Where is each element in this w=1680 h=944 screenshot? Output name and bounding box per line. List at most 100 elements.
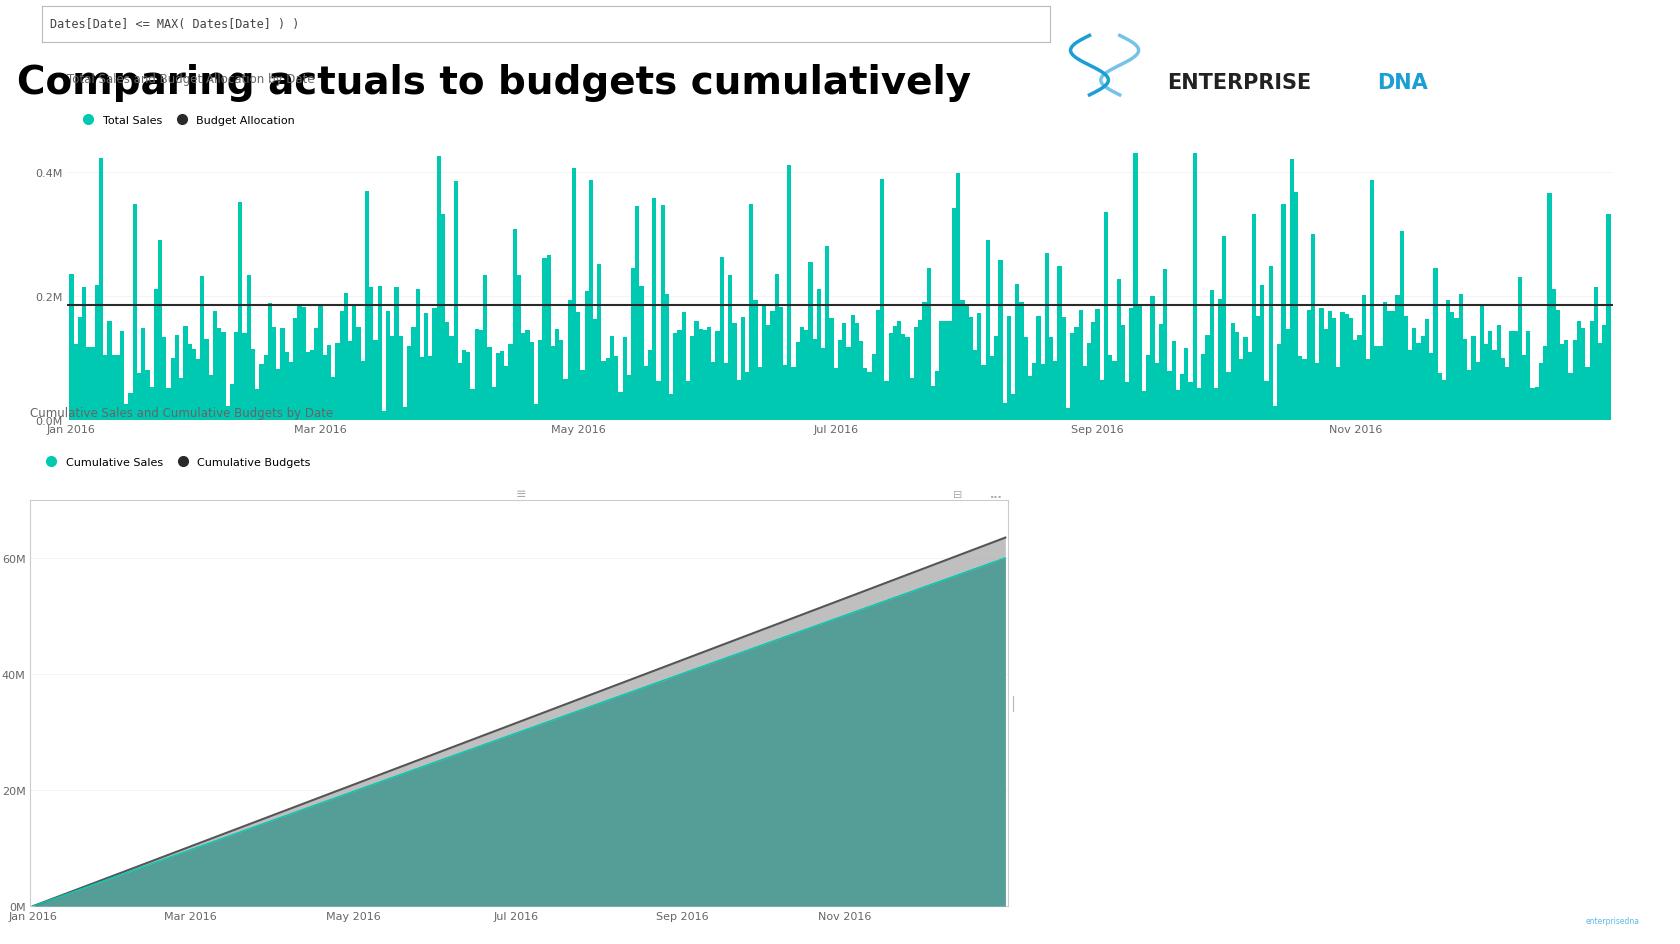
Bar [1458,295,1463,420]
Bar [1205,335,1210,420]
Bar [470,390,475,420]
Bar [255,390,259,420]
Bar [889,334,892,420]
Bar [1171,342,1176,420]
Bar [1324,329,1327,420]
Bar [234,333,239,420]
Bar [969,317,973,420]
Bar [758,367,761,420]
Bar [1302,360,1307,420]
Bar [239,202,242,420]
Legend: Cumulative Sales, Cumulative Budgets: Cumulative Sales, Cumulative Budgets [35,453,316,472]
Bar [568,301,571,420]
Bar [593,320,596,420]
Bar [272,328,276,420]
Bar [1472,337,1475,420]
Bar [1467,370,1472,420]
Bar [1032,364,1037,420]
Bar [1023,337,1028,420]
Bar [247,276,250,420]
Bar [956,174,961,420]
Bar [1243,337,1248,420]
Bar [77,317,82,420]
Bar [386,312,390,420]
Bar [1430,354,1433,420]
Bar [732,324,736,420]
Bar [711,362,716,420]
Bar [796,343,800,420]
Bar [1594,288,1598,420]
Bar [1378,347,1383,420]
Bar [1483,345,1488,420]
Text: DNA: DNA [1378,74,1428,93]
Bar [423,313,428,420]
Bar [69,275,74,420]
Text: ...: ... [990,489,1003,499]
Text: Total Sales and Budget Allocation by Date: Total Sales and Budget Allocation by Dat… [67,73,314,86]
Text: enterprisedna: enterprisedna [1586,916,1640,925]
Bar [665,295,669,420]
Bar [1065,409,1070,420]
Bar [1547,194,1552,420]
Bar [858,342,864,420]
Text: ENTERPRISE: ENTERPRISE [1168,74,1312,93]
Bar [1285,330,1290,420]
Bar [188,345,192,420]
Bar [1352,341,1357,420]
Bar [1020,303,1023,420]
Bar [1578,322,1581,420]
Bar [1188,382,1193,420]
Bar [1581,329,1586,420]
Bar [1416,344,1421,420]
Bar [1213,389,1218,420]
Bar [1109,356,1112,420]
Bar [1092,323,1095,420]
Bar [580,371,585,420]
Bar [292,319,297,420]
Bar [311,350,314,420]
Bar [822,348,825,420]
Bar [440,215,445,420]
Bar [1226,373,1231,420]
Bar [618,393,623,420]
Bar [1556,311,1561,420]
Bar [284,353,289,420]
Bar [183,327,188,420]
Bar [736,380,741,420]
Bar [1530,389,1534,420]
Bar [264,355,267,420]
Bar [150,388,155,420]
Bar [674,333,677,420]
Bar [208,376,213,420]
Bar [124,405,128,420]
Bar [825,247,830,420]
Bar [648,350,652,420]
Bar [1446,300,1450,420]
Bar [1319,309,1324,420]
Bar [1361,296,1366,420]
Bar [328,346,331,420]
Bar [1159,325,1163,420]
Bar [331,378,336,420]
Bar [1475,362,1480,420]
Bar [108,321,111,420]
Bar [998,261,1003,420]
Bar [774,275,780,420]
Bar [250,350,255,420]
Bar [1015,284,1020,420]
Bar [850,315,855,420]
Bar [563,379,568,420]
Bar [906,338,909,420]
Bar [1210,291,1213,420]
Bar [1129,309,1134,420]
Bar [605,359,610,420]
Bar [1260,286,1265,420]
Bar [381,412,386,420]
Bar [669,395,674,420]
Bar [1040,364,1045,420]
Bar [242,334,247,420]
Bar [596,265,601,420]
Bar [788,166,791,420]
Bar [1100,380,1104,420]
Bar [297,305,302,420]
